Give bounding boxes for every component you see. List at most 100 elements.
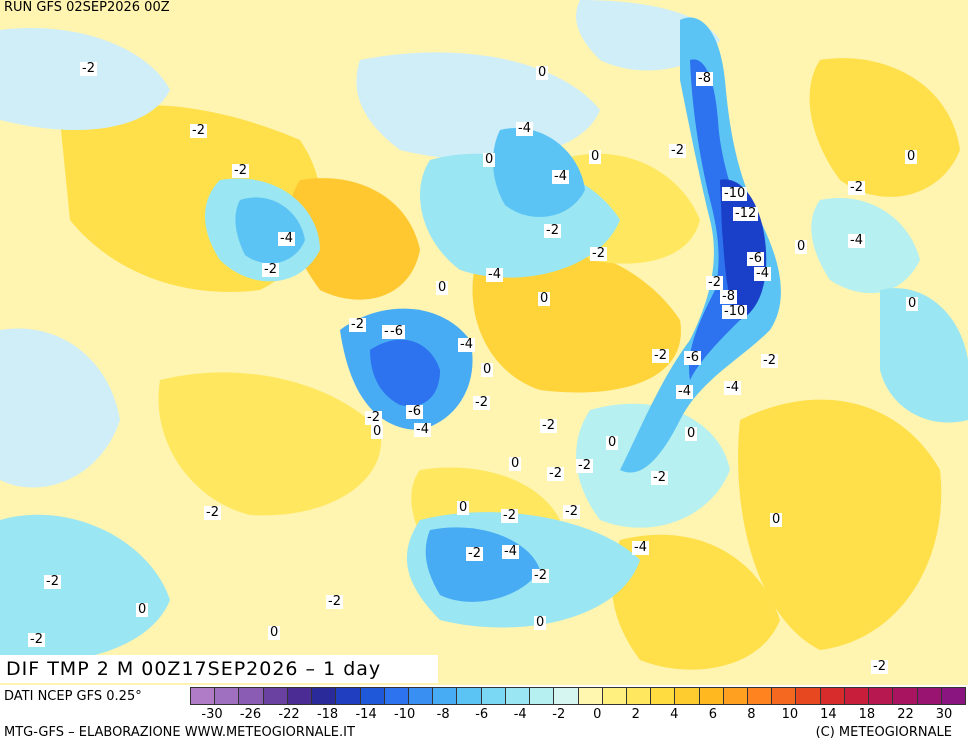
scale-tick-label: -26 — [239, 707, 262, 722]
scale-swatch — [625, 687, 651, 705]
contour-label: -2 — [466, 546, 483, 561]
contour-label: -2 — [28, 632, 45, 647]
scale-swatch — [529, 687, 554, 705]
contour-label: -2 — [652, 348, 669, 363]
scale-swatch — [335, 687, 360, 705]
contour-label: 0 — [371, 424, 384, 439]
scale-swatch — [795, 687, 820, 705]
scale-swatch — [456, 687, 481, 705]
scale-tick-label: -2 — [552, 707, 566, 722]
contour-label: -2 — [349, 317, 366, 332]
scale-tick-label: -6 — [475, 707, 489, 722]
contour-label: 0 — [795, 239, 808, 254]
contour-label: 0 — [906, 296, 919, 311]
contour-label: -2 — [262, 262, 279, 277]
contour-label: -2 — [590, 246, 607, 261]
contour-label: -8 — [696, 71, 713, 86]
scale-swatch — [819, 687, 844, 705]
scale-swatch — [383, 687, 408, 705]
contour-label: -4 — [516, 121, 533, 136]
contour-label: -4 — [552, 169, 569, 184]
scale-tick-label: -30 — [201, 707, 223, 722]
contour-label: -2 — [544, 223, 561, 238]
contour-label: 0 — [436, 280, 449, 295]
scale-swatch — [940, 687, 966, 705]
scale-tick-label: 14 — [820, 707, 837, 722]
scale-tick-label: 4 — [670, 707, 679, 722]
scale-tick-label: 22 — [897, 707, 914, 722]
contour-label: 0 — [589, 149, 602, 164]
contour-label: -2 — [204, 505, 221, 520]
scale-swatch — [238, 687, 263, 705]
contour-label: -2 — [326, 594, 343, 609]
scale-swatch — [553, 687, 578, 705]
contour-label: -2 — [190, 123, 207, 138]
scale-swatch — [504, 687, 530, 705]
scale-tick-label: -10 — [394, 707, 416, 722]
contour-label: -8 — [720, 289, 737, 304]
scale-swatch — [432, 687, 457, 705]
color-scale-bar — [190, 687, 966, 705]
run-title: RUN GFS 02SEP2026 00Z — [4, 0, 170, 15]
credit-right: (C) METEOGIORNALE — [815, 725, 952, 740]
scale-tick-label: -8 — [436, 707, 450, 722]
contour-label: -2 — [80, 61, 97, 76]
contour-label: 0 — [481, 362, 494, 377]
scale-swatch — [747, 687, 772, 705]
scale-swatch — [892, 687, 917, 705]
contour-label: -2 — [761, 353, 778, 368]
contour-label: 0 — [536, 65, 549, 80]
contour-label: -2 — [848, 180, 865, 195]
contour-label: -2 — [706, 275, 723, 290]
contour-label: -2 — [44, 574, 61, 589]
contour-label: -2 — [473, 395, 490, 410]
scale-tick-label: 2 — [631, 707, 640, 722]
contour-label: -2 — [532, 568, 549, 583]
scale-swatch — [577, 687, 602, 705]
scale-tick-label: -14 — [355, 707, 377, 722]
scale-swatch — [843, 687, 869, 705]
contour-label: -4 — [502, 544, 519, 559]
contour-label: -6 — [388, 324, 405, 339]
contour-label: -4 — [848, 233, 865, 248]
contour-label: 0 — [770, 512, 783, 527]
scale-swatch — [214, 687, 239, 705]
contour-label: -2 — [540, 418, 557, 433]
contour-label: -4 — [724, 380, 741, 395]
footer: DATI NCEP GFS 0.25° -30 -26 -22 -18 -14 -10 -8… — [0, 685, 968, 745]
contour-label: -2 — [547, 466, 564, 481]
color-scale-ticks: -30 -26 -22 -18 -14 -10 -8 -6 -4 -2 0 2 4 6 8 10 14 18 22 3… — [190, 707, 966, 723]
contour-label: -2 — [651, 470, 668, 485]
map-background — [0, 0, 968, 685]
scale-tick-label: 10 — [781, 707, 799, 722]
scale-swatch — [868, 687, 893, 705]
contour-label: -4 — [278, 231, 295, 246]
contour-label: -4 — [458, 337, 475, 352]
contour-label: -6 — [747, 251, 764, 266]
contour-label: 0 — [685, 426, 698, 441]
data-source-label: DATI NCEP GFS 0.25° — [4, 689, 142, 704]
scale-swatch — [722, 687, 748, 705]
contour-label: 0 — [534, 615, 547, 630]
temperature-difference-map: RUN GFS 02SEP2026 00Z 0 -2 -4 -6 -8 -10 … — [0, 0, 968, 685]
contour-label: 0 — [606, 435, 619, 450]
scale-swatch — [674, 687, 699, 705]
scale-swatch — [359, 687, 384, 705]
scale-tick-label: -22 — [278, 707, 300, 722]
contour-label: -2 — [576, 458, 593, 473]
contour-label: -2 — [669, 143, 686, 158]
scale-tick-label: 6 — [708, 707, 717, 722]
contour-label: 0 — [538, 291, 551, 306]
contour-label: -10 — [722, 304, 748, 319]
contour-label: -4 — [754, 266, 771, 281]
contour-label: -2 — [871, 659, 888, 674]
scale-swatch — [698, 687, 723, 705]
scale-swatch — [262, 687, 287, 705]
scale-swatch — [650, 687, 675, 705]
scale-tick-label: 18 — [858, 707, 876, 722]
contour-label: 0 — [905, 149, 918, 164]
contour-label: -4 — [486, 267, 503, 282]
contour-label: -4 — [414, 422, 431, 437]
contour-label: -2 — [365, 410, 382, 425]
scale-swatch — [916, 687, 941, 705]
